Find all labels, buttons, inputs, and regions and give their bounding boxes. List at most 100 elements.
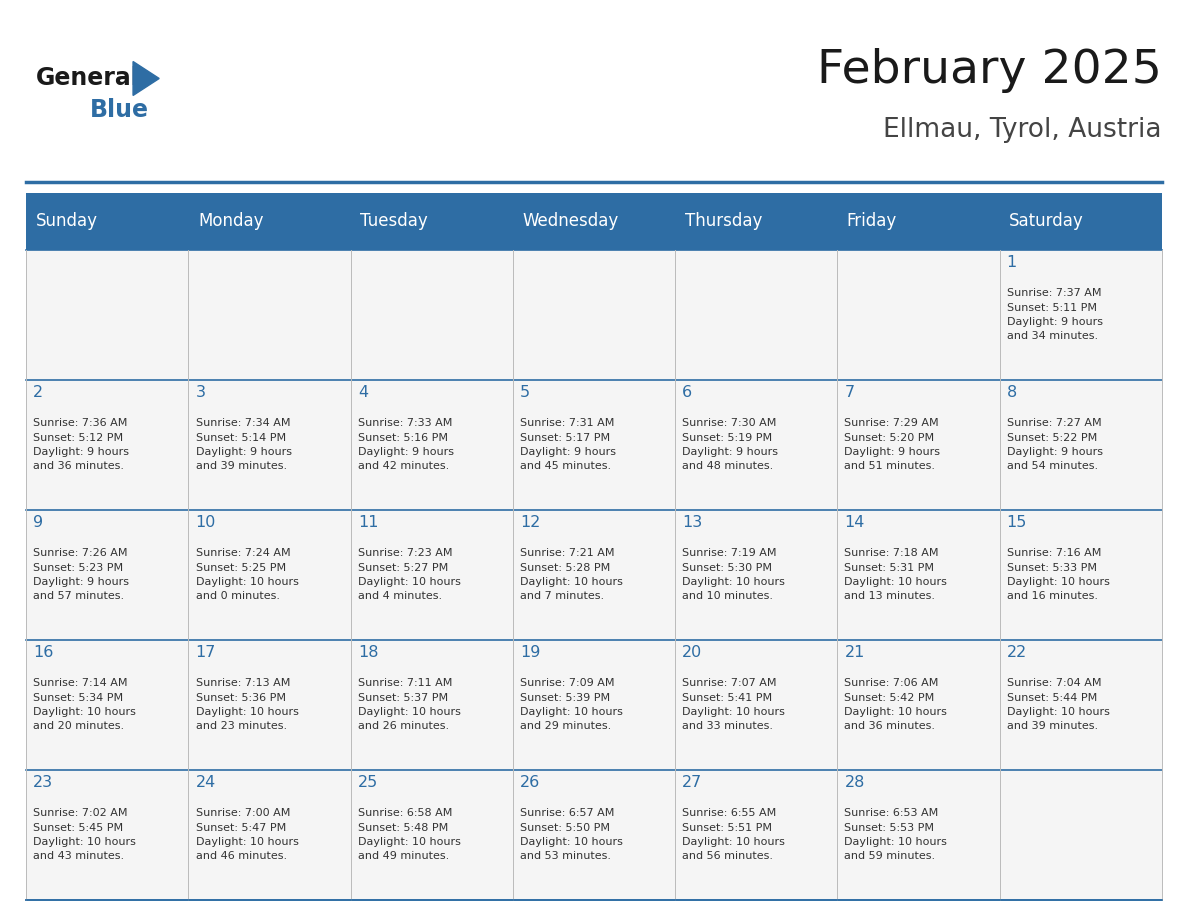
- Text: Sunrise: 7:00 AM
Sunset: 5:47 PM
Daylight: 10 hours
and 46 minutes.: Sunrise: 7:00 AM Sunset: 5:47 PM Dayligh…: [196, 808, 298, 861]
- Bar: [999, 250, 1162, 380]
- Bar: [350, 769, 513, 900]
- Bar: [189, 380, 350, 509]
- Text: 28: 28: [845, 775, 865, 790]
- Text: Blue: Blue: [90, 98, 150, 122]
- Bar: [838, 250, 999, 380]
- Text: Sunrise: 7:04 AM
Sunset: 5:44 PM
Daylight: 10 hours
and 39 minutes.: Sunrise: 7:04 AM Sunset: 5:44 PM Dayligh…: [1006, 678, 1110, 732]
- Text: General: General: [36, 66, 139, 90]
- Text: Sunrise: 7:13 AM
Sunset: 5:36 PM
Daylight: 10 hours
and 23 minutes.: Sunrise: 7:13 AM Sunset: 5:36 PM Dayligh…: [196, 678, 298, 732]
- Text: Sunrise: 7:21 AM
Sunset: 5:28 PM
Daylight: 10 hours
and 7 minutes.: Sunrise: 7:21 AM Sunset: 5:28 PM Dayligh…: [520, 548, 623, 601]
- Polygon shape: [133, 62, 159, 95]
- Bar: [999, 769, 1162, 900]
- Text: Monday: Monday: [198, 212, 264, 230]
- Bar: [838, 769, 999, 900]
- Text: 24: 24: [196, 775, 216, 790]
- Text: Sunrise: 7:09 AM
Sunset: 5:39 PM
Daylight: 10 hours
and 29 minutes.: Sunrise: 7:09 AM Sunset: 5:39 PM Dayligh…: [520, 678, 623, 732]
- Bar: [189, 250, 350, 380]
- Bar: [838, 640, 999, 769]
- Text: 8: 8: [1006, 386, 1017, 400]
- Text: 2: 2: [33, 386, 44, 400]
- Bar: [350, 509, 513, 640]
- Text: Tuesday: Tuesday: [360, 212, 428, 230]
- Bar: [999, 640, 1162, 769]
- Text: Sunrise: 7:19 AM
Sunset: 5:30 PM
Daylight: 10 hours
and 10 minutes.: Sunrise: 7:19 AM Sunset: 5:30 PM Dayligh…: [682, 548, 785, 601]
- Text: February 2025: February 2025: [817, 48, 1162, 93]
- Bar: [26, 640, 189, 769]
- Bar: [675, 380, 838, 509]
- Text: Friday: Friday: [847, 212, 897, 230]
- Bar: [675, 640, 838, 769]
- Bar: [675, 769, 838, 900]
- Text: Sunrise: 7:29 AM
Sunset: 5:20 PM
Daylight: 9 hours
and 51 minutes.: Sunrise: 7:29 AM Sunset: 5:20 PM Dayligh…: [845, 419, 941, 472]
- Text: Sunrise: 7:18 AM
Sunset: 5:31 PM
Daylight: 10 hours
and 13 minutes.: Sunrise: 7:18 AM Sunset: 5:31 PM Dayligh…: [845, 548, 947, 601]
- Text: 13: 13: [682, 515, 702, 531]
- Text: 22: 22: [1006, 645, 1026, 660]
- Text: Sunrise: 7:26 AM
Sunset: 5:23 PM
Daylight: 9 hours
and 57 minutes.: Sunrise: 7:26 AM Sunset: 5:23 PM Dayligh…: [33, 548, 129, 601]
- Bar: [513, 250, 675, 380]
- Text: Sunrise: 6:53 AM
Sunset: 5:53 PM
Daylight: 10 hours
and 59 minutes.: Sunrise: 6:53 AM Sunset: 5:53 PM Dayligh…: [845, 808, 947, 861]
- Bar: [838, 380, 999, 509]
- Text: Sunrise: 7:02 AM
Sunset: 5:45 PM
Daylight: 10 hours
and 43 minutes.: Sunrise: 7:02 AM Sunset: 5:45 PM Dayligh…: [33, 808, 137, 861]
- Bar: [189, 509, 350, 640]
- Text: 16: 16: [33, 645, 53, 660]
- Text: Sunrise: 7:11 AM
Sunset: 5:37 PM
Daylight: 10 hours
and 26 minutes.: Sunrise: 7:11 AM Sunset: 5:37 PM Dayligh…: [358, 678, 461, 732]
- Bar: [189, 640, 350, 769]
- Bar: [26, 380, 189, 509]
- Text: 12: 12: [520, 515, 541, 531]
- Text: 9: 9: [33, 515, 44, 531]
- Bar: [26, 769, 189, 900]
- Text: 10: 10: [196, 515, 216, 531]
- Text: 6: 6: [682, 386, 693, 400]
- Text: Sunrise: 7:07 AM
Sunset: 5:41 PM
Daylight: 10 hours
and 33 minutes.: Sunrise: 7:07 AM Sunset: 5:41 PM Dayligh…: [682, 678, 785, 732]
- Bar: [189, 769, 350, 900]
- Bar: [675, 509, 838, 640]
- Bar: [350, 640, 513, 769]
- Text: Wednesday: Wednesday: [523, 212, 619, 230]
- Text: 5: 5: [520, 386, 530, 400]
- Bar: [26, 193, 1162, 250]
- Text: 18: 18: [358, 645, 378, 660]
- Bar: [999, 509, 1162, 640]
- Text: Sunrise: 7:23 AM
Sunset: 5:27 PM
Daylight: 10 hours
and 4 minutes.: Sunrise: 7:23 AM Sunset: 5:27 PM Dayligh…: [358, 548, 461, 601]
- Text: Sunrise: 7:06 AM
Sunset: 5:42 PM
Daylight: 10 hours
and 36 minutes.: Sunrise: 7:06 AM Sunset: 5:42 PM Dayligh…: [845, 678, 947, 732]
- Text: Sunrise: 6:58 AM
Sunset: 5:48 PM
Daylight: 10 hours
and 49 minutes.: Sunrise: 6:58 AM Sunset: 5:48 PM Dayligh…: [358, 808, 461, 861]
- Bar: [350, 380, 513, 509]
- Bar: [999, 380, 1162, 509]
- Text: 3: 3: [196, 386, 206, 400]
- Text: Sunrise: 6:57 AM
Sunset: 5:50 PM
Daylight: 10 hours
and 53 minutes.: Sunrise: 6:57 AM Sunset: 5:50 PM Dayligh…: [520, 808, 623, 861]
- Text: 23: 23: [33, 775, 53, 790]
- Text: 26: 26: [520, 775, 541, 790]
- Text: 21: 21: [845, 645, 865, 660]
- Text: Sunrise: 7:33 AM
Sunset: 5:16 PM
Daylight: 9 hours
and 42 minutes.: Sunrise: 7:33 AM Sunset: 5:16 PM Dayligh…: [358, 419, 454, 472]
- Text: Sunrise: 7:16 AM
Sunset: 5:33 PM
Daylight: 10 hours
and 16 minutes.: Sunrise: 7:16 AM Sunset: 5:33 PM Dayligh…: [1006, 548, 1110, 601]
- Text: 7: 7: [845, 386, 854, 400]
- Bar: [513, 509, 675, 640]
- Text: Ellmau, Tyrol, Austria: Ellmau, Tyrol, Austria: [884, 117, 1162, 142]
- Text: Sunday: Sunday: [36, 212, 97, 230]
- Bar: [838, 509, 999, 640]
- Bar: [513, 769, 675, 900]
- Bar: [675, 250, 838, 380]
- Text: 15: 15: [1006, 515, 1028, 531]
- Bar: [513, 380, 675, 509]
- Text: Saturday: Saturday: [1009, 212, 1083, 230]
- Text: Sunrise: 7:36 AM
Sunset: 5:12 PM
Daylight: 9 hours
and 36 minutes.: Sunrise: 7:36 AM Sunset: 5:12 PM Dayligh…: [33, 419, 129, 472]
- Bar: [350, 250, 513, 380]
- Text: Sunrise: 7:14 AM
Sunset: 5:34 PM
Daylight: 10 hours
and 20 minutes.: Sunrise: 7:14 AM Sunset: 5:34 PM Dayligh…: [33, 678, 137, 732]
- Text: Sunrise: 6:55 AM
Sunset: 5:51 PM
Daylight: 10 hours
and 56 minutes.: Sunrise: 6:55 AM Sunset: 5:51 PM Dayligh…: [682, 808, 785, 861]
- Text: 11: 11: [358, 515, 378, 531]
- Text: 27: 27: [682, 775, 702, 790]
- Bar: [26, 509, 189, 640]
- Text: 14: 14: [845, 515, 865, 531]
- Bar: [26, 250, 189, 380]
- Text: 20: 20: [682, 645, 702, 660]
- Text: 19: 19: [520, 645, 541, 660]
- Text: 25: 25: [358, 775, 378, 790]
- Bar: [513, 640, 675, 769]
- Text: Sunrise: 7:31 AM
Sunset: 5:17 PM
Daylight: 9 hours
and 45 minutes.: Sunrise: 7:31 AM Sunset: 5:17 PM Dayligh…: [520, 419, 617, 472]
- Text: 17: 17: [196, 645, 216, 660]
- Text: Sunrise: 7:30 AM
Sunset: 5:19 PM
Daylight: 9 hours
and 48 minutes.: Sunrise: 7:30 AM Sunset: 5:19 PM Dayligh…: [682, 419, 778, 472]
- Text: 1: 1: [1006, 255, 1017, 270]
- Text: Sunrise: 7:27 AM
Sunset: 5:22 PM
Daylight: 9 hours
and 54 minutes.: Sunrise: 7:27 AM Sunset: 5:22 PM Dayligh…: [1006, 419, 1102, 472]
- Text: Sunrise: 7:34 AM
Sunset: 5:14 PM
Daylight: 9 hours
and 39 minutes.: Sunrise: 7:34 AM Sunset: 5:14 PM Dayligh…: [196, 419, 291, 472]
